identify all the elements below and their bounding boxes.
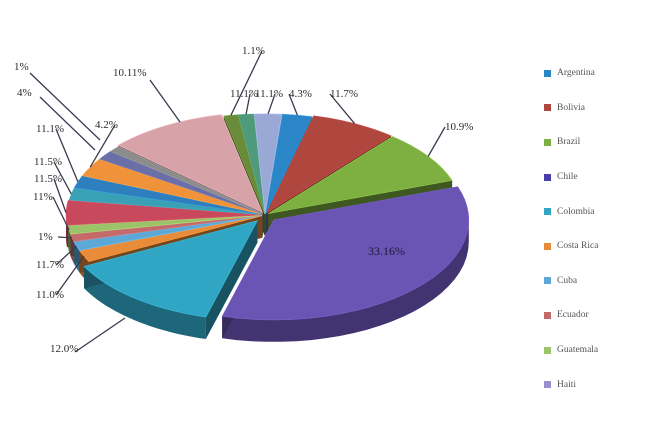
- label-leader-line: [39, 96, 96, 151]
- label-leader-line: [55, 245, 77, 266]
- slice-label: 11.5%: [34, 156, 62, 168]
- legend-label: Ecuador: [557, 310, 589, 321]
- pie-slice: [67, 214, 263, 235]
- label-leader-line: [55, 128, 79, 182]
- slice-label: 11.1%: [230, 88, 258, 100]
- legend-label: Bolivia: [557, 102, 585, 113]
- label-leader-line: [89, 124, 116, 168]
- label-leader-line: [55, 255, 85, 296]
- slice-label: 11.0%: [36, 289, 64, 301]
- slice-label: 11.1%: [255, 88, 283, 100]
- slice-label: 4%: [17, 87, 32, 99]
- label-leader-line: [267, 93, 276, 115]
- slice-label: 1%: [38, 231, 53, 243]
- label-leader-line: [74, 317, 126, 353]
- legend-swatch: [544, 242, 551, 250]
- label-leader-line: [57, 236, 73, 239]
- legend-swatch: [544, 208, 551, 216]
- legend-item: Chile: [544, 160, 652, 195]
- legend-swatch: [544, 346, 551, 354]
- pie-slice: [109, 146, 263, 215]
- legend-swatch: [544, 173, 551, 181]
- label-leader-line: [230, 50, 263, 116]
- legend-swatch: [544, 381, 551, 389]
- legend-item: Cuba: [544, 264, 652, 299]
- label-leader-line: [53, 178, 67, 213]
- pie-slice: [253, 113, 283, 214]
- chart-legend: Argentina Bolivia Brazil Chile Colombia Costa…: [544, 56, 652, 402]
- legend-label: Chile: [557, 172, 578, 183]
- slice-label: 1.1%: [242, 45, 265, 57]
- pie-slice-side: [84, 266, 206, 339]
- slice-label: 11.5%: [34, 173, 62, 185]
- pie-slice: [83, 220, 259, 318]
- slice-label: 11%: [33, 191, 53, 203]
- slice-label: 10.9%: [445, 121, 473, 133]
- slice-label: 12.0%: [50, 343, 78, 355]
- legend-item: Costa Rica: [544, 229, 652, 264]
- slice-label: 33.16%: [368, 244, 405, 258]
- label-leaders: [29, 50, 446, 353]
- label-leader-line: [288, 93, 298, 116]
- pie-slice-side: [222, 219, 469, 342]
- label-leader-line: [149, 79, 181, 123]
- label-leader-line: [245, 93, 251, 115]
- slice-label: 11.7%: [330, 88, 358, 100]
- legend-item: Brazil: [544, 125, 652, 160]
- legend-label: Colombia: [557, 206, 595, 217]
- slice-labels: 4.3% 11.7% 10.9% 33.16% 12.0% 11.0% 11.7% 1% 11%…: [14, 45, 473, 355]
- slice-label: 4.3%: [289, 88, 312, 100]
- legend-item: Guatemala: [544, 333, 652, 368]
- pie-slice-wall: [205, 220, 258, 340]
- legend-label: Costa Rica: [557, 241, 599, 252]
- label-leader-line: [29, 72, 101, 141]
- legend-label: Cuba: [557, 275, 578, 286]
- slice-label: 1%: [14, 61, 29, 73]
- legend-label: Brazil: [557, 137, 581, 148]
- legend-label: Argentina: [557, 68, 595, 79]
- legend-item: Haiti: [544, 367, 652, 402]
- legend-swatch: [544, 104, 551, 112]
- label-leader-line: [52, 196, 70, 231]
- slice-label: 4.2%: [95, 119, 118, 131]
- label-leader-line: [427, 126, 446, 157]
- legend-item: Colombia: [544, 194, 652, 229]
- legend-swatch: [544, 311, 551, 319]
- legend-swatch: [544, 277, 551, 285]
- pie-slice: [266, 115, 392, 214]
- pie-slice: [221, 186, 470, 321]
- legend-swatch: [544, 138, 551, 146]
- legend-swatch: [544, 69, 551, 77]
- slice-label: 11.7%: [36, 259, 64, 271]
- legend-label: Guatemala: [557, 345, 599, 356]
- legend-item: Argentina: [544, 56, 652, 91]
- label-leader-line: [53, 161, 72, 195]
- legend-item: Bolivia: [544, 91, 652, 126]
- label-leader-line: [329, 93, 356, 124]
- slice-label: 11.1%: [36, 123, 64, 135]
- legend-label: Haiti: [557, 379, 576, 390]
- pie-slices: [65, 113, 470, 342]
- pie-slice: [237, 113, 266, 214]
- pie-slice: [117, 114, 264, 213]
- legend-item: Ecuador: [544, 298, 652, 333]
- slice-label: 10.11%: [113, 67, 147, 79]
